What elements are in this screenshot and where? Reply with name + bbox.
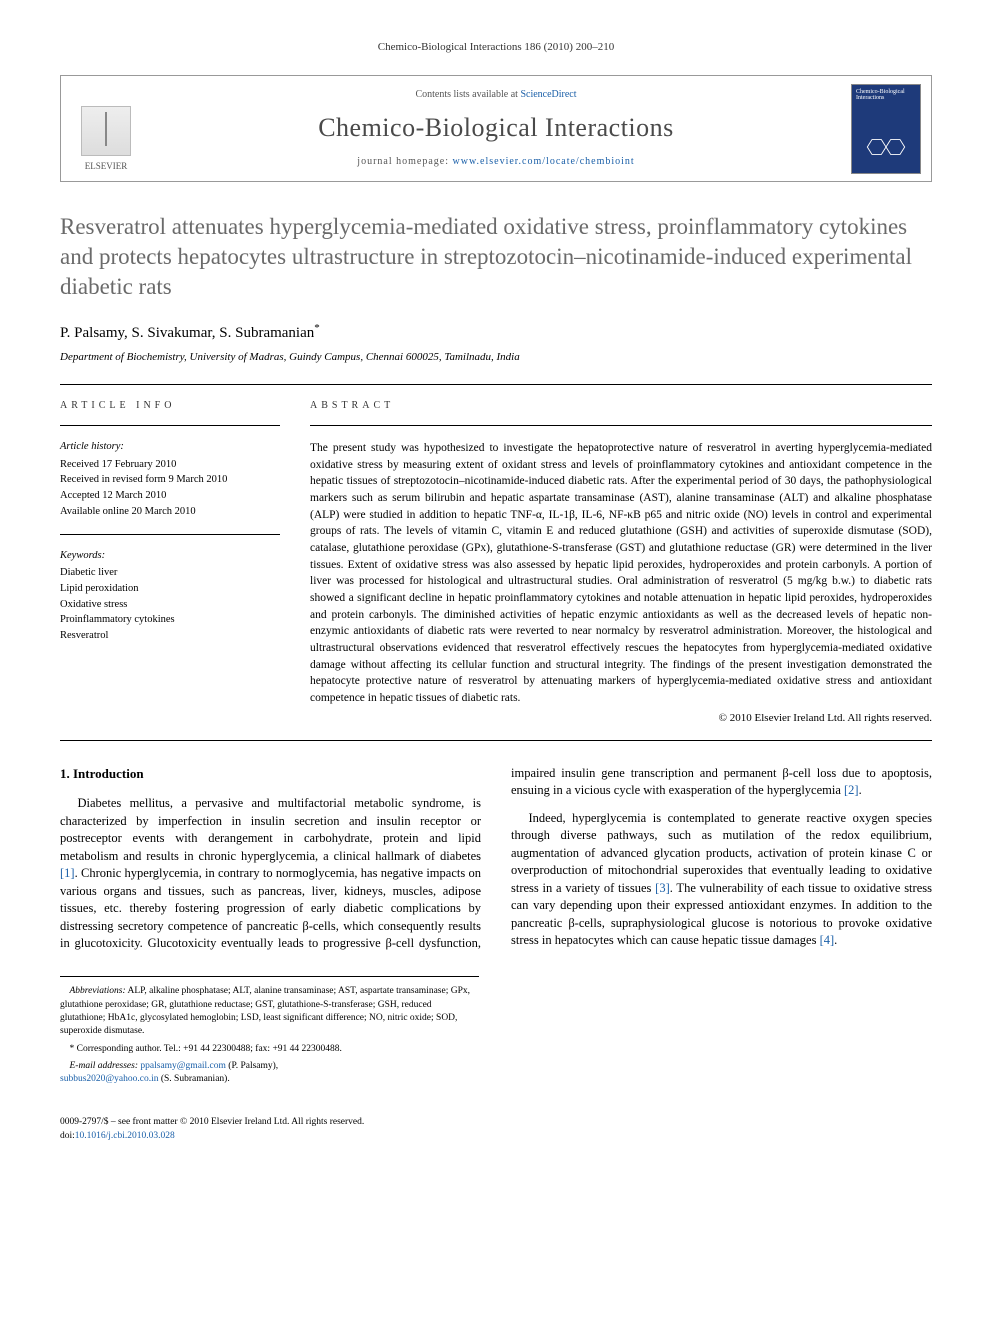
corr-text: Tel.: +91 44 22300488; fax: +91 44 22300… [164, 1044, 342, 1054]
keyword: Proinflammatory cytokines [60, 612, 280, 628]
email-footnote: E-mail addresses: ppalsamy@gmail.com (P.… [60, 1060, 479, 1087]
divider-top [60, 384, 932, 385]
citation-link[interactable]: [4] [820, 933, 835, 947]
keyword: Lipid peroxidation [60, 581, 280, 597]
corr-label: * Corresponding author. [70, 1044, 164, 1054]
text-run: . [834, 933, 837, 947]
homepage-prefix: journal homepage: [357, 156, 452, 167]
journal-cover-thumbnail: Chemico-Biological Interactions [851, 84, 921, 174]
email-owner: (S. Subramanian). [158, 1074, 229, 1084]
article-history-block: Article history: Received 17 February 20… [60, 440, 280, 520]
article-info-label: ARTICLE INFO [60, 399, 280, 413]
article-body: 1. Introduction Diabetes mellitus, a per… [60, 765, 932, 956]
journal-masthead: ELSEVIER Contents lists available at Sci… [60, 75, 932, 181]
publisher-label: ELSEVIER [85, 160, 128, 173]
citation-link[interactable]: [2] [844, 783, 859, 797]
journal-homepage-link[interactable]: www.elsevier.com/locate/chembioint [453, 156, 635, 167]
abbrev-label: Abbreviations: [70, 986, 126, 996]
doi-line: doi:10.1016/j.cbi.2010.03.028 [60, 1130, 932, 1143]
cover-title-text: Chemico-Biological Interactions [856, 89, 905, 102]
keywords-block: Keywords: Diabetic liver Lipid peroxidat… [60, 549, 280, 644]
email-label: E-mail addresses: [70, 1061, 141, 1071]
sciencedirect-link[interactable]: ScienceDirect [520, 89, 576, 100]
divider-bottom [60, 740, 932, 741]
masthead-center: Contents lists available at ScienceDirec… [151, 76, 841, 180]
doi-link[interactable]: 10.1016/j.cbi.2010.03.028 [75, 1131, 175, 1141]
info-abstract-row: ARTICLE INFO Article history: Received 1… [60, 399, 932, 726]
keyword: Oxidative stress [60, 597, 280, 613]
info-divider-1 [60, 425, 280, 426]
page-footer: 0009-2797/$ – see front matter © 2010 El… [60, 1116, 932, 1143]
history-line: Available online 20 March 2010 [60, 504, 280, 520]
text-run: Diabetes mellitus, a pervasive and multi… [60, 796, 481, 863]
journal-cover-block: Chemico-Biological Interactions [841, 76, 931, 180]
front-matter-line: 0009-2797/$ – see front matter © 2010 El… [60, 1116, 932, 1129]
keywords-label: Keywords: [60, 549, 280, 564]
email-owner: (P. Palsamy), [226, 1061, 278, 1071]
corresponding-marker: * [314, 322, 320, 334]
corresponding-author-footnote: * Corresponding author. Tel.: +91 44 223… [60, 1043, 479, 1056]
abstract-label: ABSTRACT [310, 399, 932, 413]
citation-link[interactable]: [3] [655, 881, 670, 895]
cover-molecule-icon [858, 127, 914, 167]
authors-names: P. Palsamy, S. Sivakumar, S. Subramanian [60, 325, 314, 341]
running-head: Chemico-Biological Interactions 186 (201… [60, 40, 932, 55]
text-run: . [859, 783, 862, 797]
abstract-text: The present study was hypothesized to in… [310, 440, 932, 707]
article-title: Resveratrol attenuates hyperglycemia-med… [60, 212, 932, 302]
history-line: Received in revised form 9 March 2010 [60, 472, 280, 488]
affiliation: Department of Biochemistry, University o… [60, 350, 932, 365]
authors-line: P. Palsamy, S. Sivakumar, S. Subramanian… [60, 321, 932, 344]
journal-name: Chemico-Biological Interactions [161, 110, 831, 146]
author-email-link[interactable]: ppalsamy@gmail.com [140, 1061, 226, 1071]
contents-prefix: Contents lists available at [415, 89, 520, 100]
citation-link[interactable]: [1] [60, 866, 75, 880]
footnotes-block: Abbreviations: ALP, alkaline phosphatase… [60, 976, 479, 1086]
abstract-copyright: © 2010 Elsevier Ireland Ltd. All rights … [310, 711, 932, 726]
doi-label: doi: [60, 1131, 75, 1141]
elsevier-tree-icon [81, 106, 131, 156]
journal-homepage-line: journal homepage: www.elsevier.com/locat… [161, 155, 831, 169]
abbreviations-footnote: Abbreviations: ALP, alkaline phosphatase… [60, 985, 479, 1038]
abstract-column: ABSTRACT The present study was hypothesi… [310, 399, 932, 726]
info-divider-2 [60, 534, 280, 535]
article-info-column: ARTICLE INFO Article history: Received 1… [60, 399, 280, 726]
body-paragraph: Indeed, hyperglycemia is contemplated to… [511, 810, 932, 950]
author-email-link[interactable]: subbus2020@yahoo.co.in [60, 1074, 158, 1084]
publisher-logo-block: ELSEVIER [61, 76, 151, 180]
keyword: Diabetic liver [60, 565, 280, 581]
history-label: Article history: [60, 440, 280, 455]
section-heading-introduction: 1. Introduction [60, 765, 481, 783]
history-line: Accepted 12 March 2010 [60, 488, 280, 504]
history-line: Received 17 February 2010 [60, 457, 280, 473]
keyword: Resveratrol [60, 628, 280, 644]
contents-available-line: Contents lists available at ScienceDirec… [161, 88, 831, 102]
abstract-divider [310, 425, 932, 426]
